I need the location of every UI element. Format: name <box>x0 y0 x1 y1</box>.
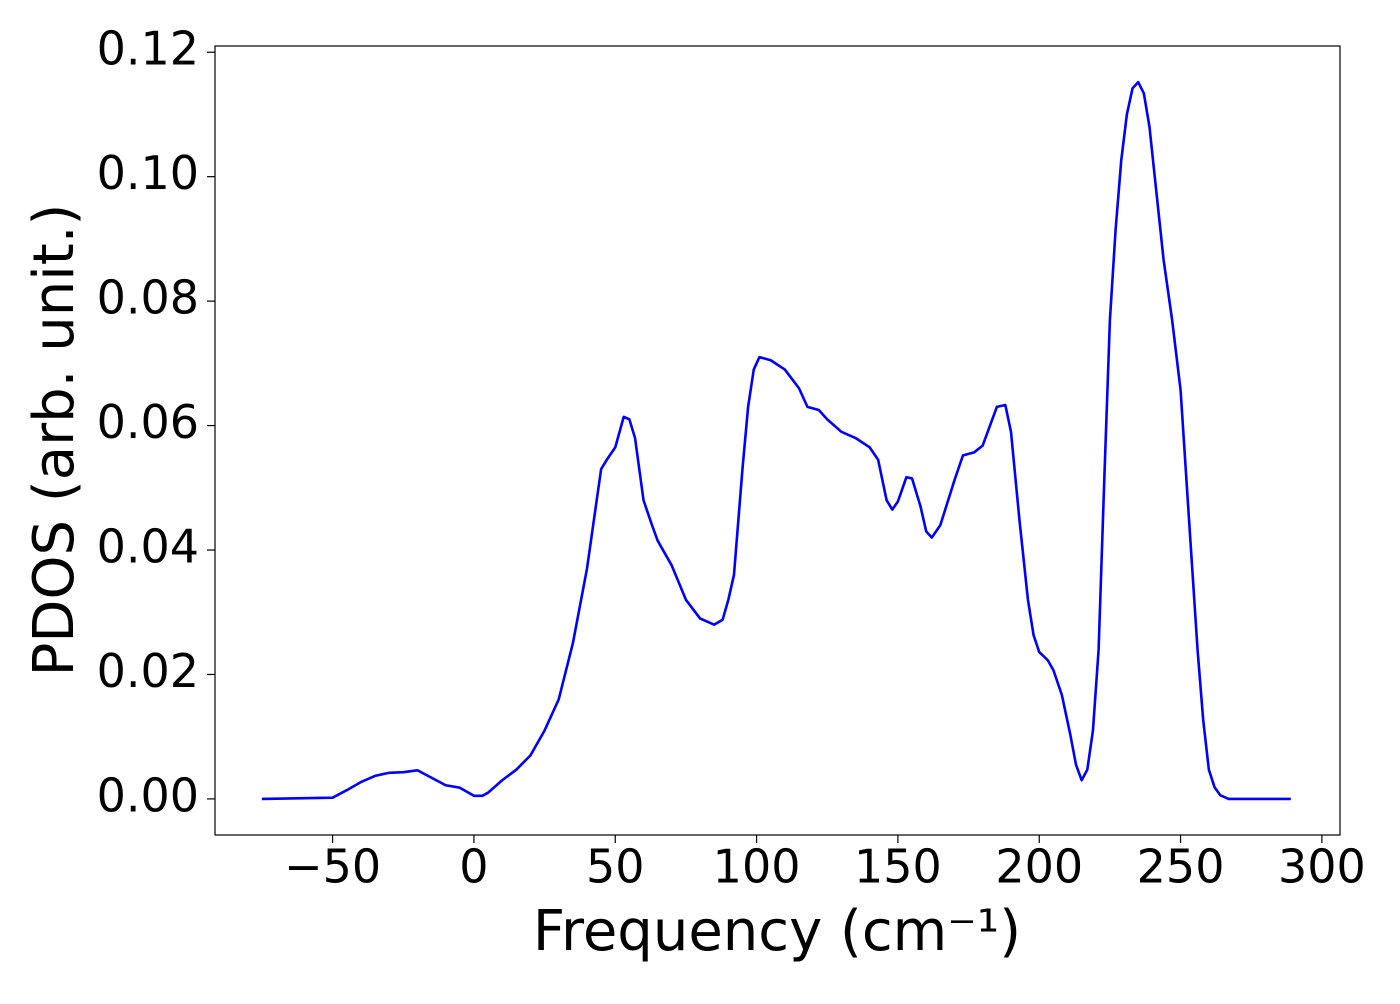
y-tick-label: 0.06 <box>97 395 199 449</box>
y-tick-label: 0.04 <box>97 520 199 574</box>
y-axis-label: PDOS (arb. unit.) <box>22 204 87 677</box>
x-tick-label: 150 <box>854 840 942 894</box>
x-tick-label: 100 <box>713 840 801 894</box>
line-series <box>261 80 1291 801</box>
x-tick-label: −50 <box>284 840 381 894</box>
plot-frame <box>214 45 1341 836</box>
y-tick-label: 0.10 <box>97 146 199 200</box>
y-tick-label: 0.08 <box>97 271 199 325</box>
y-tick-label: 0.02 <box>97 644 199 698</box>
x-tick-label: 300 <box>1278 840 1366 894</box>
x-tick-label: 50 <box>586 840 645 894</box>
y-tick-label: 0.00 <box>97 768 199 822</box>
y-tick-label: 0.12 <box>97 22 199 76</box>
x-tick-label: 250 <box>1137 840 1225 894</box>
x-tick-label: 200 <box>995 840 1083 894</box>
x-tick-label: 0 <box>459 840 488 894</box>
x-axis-label: Frequency (cm⁻¹) <box>533 899 1021 964</box>
